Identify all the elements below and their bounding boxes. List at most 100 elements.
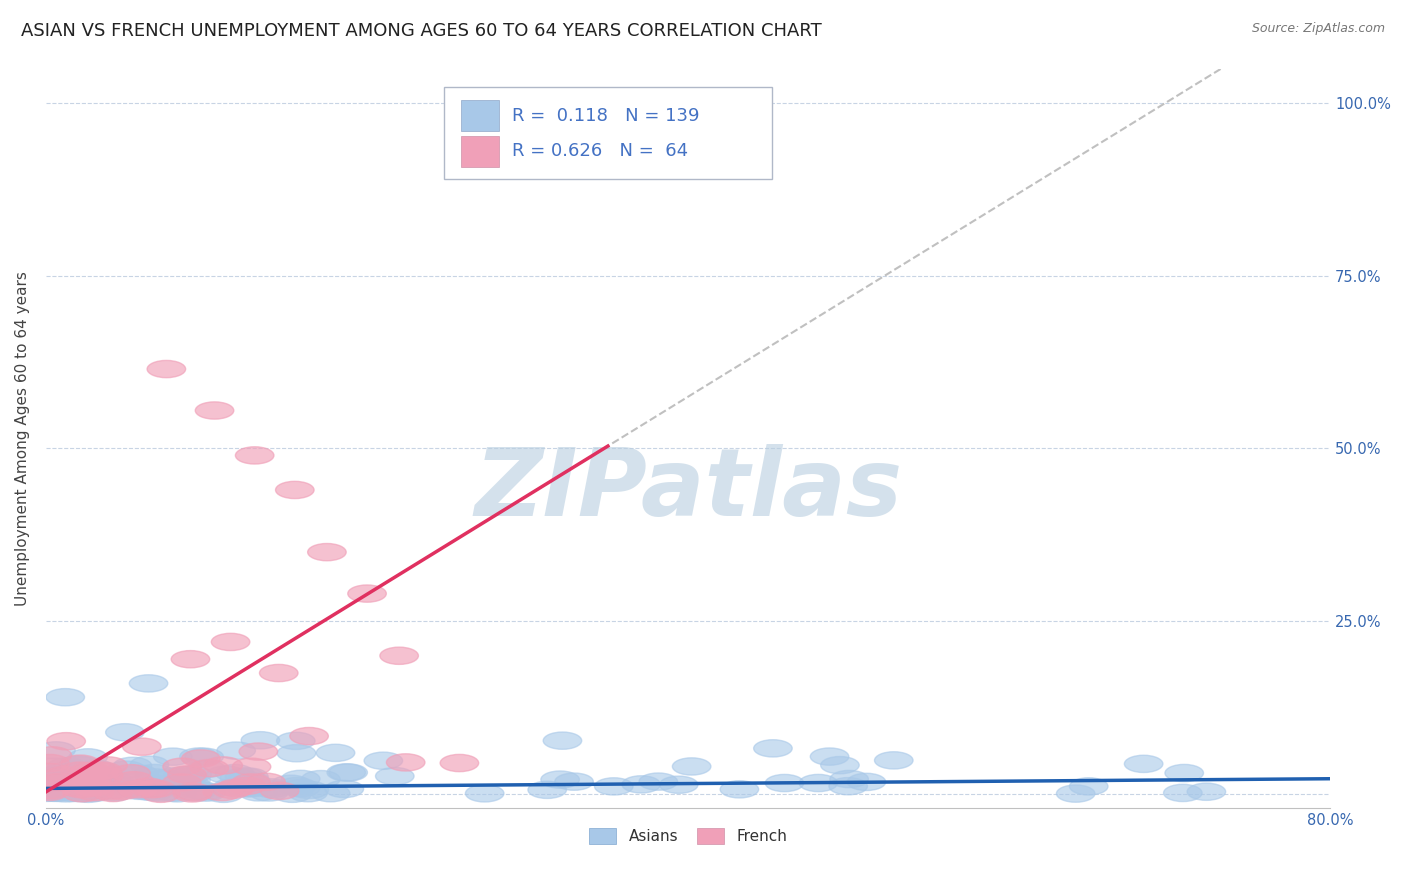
Ellipse shape bbox=[172, 650, 209, 668]
Ellipse shape bbox=[765, 774, 804, 792]
Text: R = 0.626   N =  64: R = 0.626 N = 64 bbox=[512, 143, 689, 161]
Ellipse shape bbox=[53, 784, 93, 802]
Ellipse shape bbox=[105, 723, 145, 741]
Ellipse shape bbox=[246, 773, 285, 790]
Ellipse shape bbox=[380, 647, 419, 665]
Ellipse shape bbox=[128, 783, 167, 800]
Ellipse shape bbox=[228, 777, 266, 795]
Ellipse shape bbox=[250, 784, 288, 801]
Ellipse shape bbox=[239, 743, 277, 760]
Ellipse shape bbox=[810, 747, 849, 765]
Ellipse shape bbox=[328, 764, 366, 781]
Ellipse shape bbox=[169, 768, 207, 785]
Ellipse shape bbox=[75, 784, 114, 802]
Text: R =  0.118   N = 139: R = 0.118 N = 139 bbox=[512, 107, 700, 125]
Ellipse shape bbox=[91, 782, 131, 799]
Ellipse shape bbox=[136, 780, 176, 797]
Ellipse shape bbox=[65, 778, 103, 796]
Ellipse shape bbox=[120, 782, 157, 799]
Ellipse shape bbox=[84, 767, 124, 784]
Ellipse shape bbox=[82, 772, 120, 789]
Ellipse shape bbox=[232, 772, 270, 789]
Ellipse shape bbox=[217, 780, 254, 797]
Ellipse shape bbox=[181, 750, 221, 767]
FancyBboxPatch shape bbox=[461, 100, 499, 131]
Ellipse shape bbox=[31, 781, 69, 799]
Ellipse shape bbox=[142, 785, 180, 803]
Ellipse shape bbox=[76, 783, 114, 801]
Ellipse shape bbox=[55, 780, 94, 797]
Ellipse shape bbox=[96, 773, 135, 790]
Ellipse shape bbox=[163, 773, 201, 791]
Ellipse shape bbox=[195, 402, 233, 419]
Y-axis label: Unemployment Among Ages 60 to 64 years: Unemployment Among Ages 60 to 64 years bbox=[15, 270, 30, 606]
Ellipse shape bbox=[173, 785, 211, 802]
Ellipse shape bbox=[46, 785, 84, 802]
Ellipse shape bbox=[96, 775, 134, 793]
Ellipse shape bbox=[187, 784, 225, 801]
Ellipse shape bbox=[35, 781, 73, 798]
Ellipse shape bbox=[146, 770, 186, 788]
Ellipse shape bbox=[277, 745, 316, 762]
Ellipse shape bbox=[308, 543, 346, 561]
Ellipse shape bbox=[180, 781, 218, 798]
Ellipse shape bbox=[260, 782, 299, 799]
Ellipse shape bbox=[281, 771, 321, 788]
Ellipse shape bbox=[128, 773, 166, 790]
Ellipse shape bbox=[73, 772, 111, 790]
Ellipse shape bbox=[38, 784, 76, 802]
Ellipse shape bbox=[129, 780, 167, 797]
Ellipse shape bbox=[136, 780, 176, 797]
Ellipse shape bbox=[142, 784, 180, 802]
Ellipse shape bbox=[83, 762, 121, 780]
Ellipse shape bbox=[172, 772, 211, 789]
Ellipse shape bbox=[212, 781, 252, 798]
Ellipse shape bbox=[215, 764, 254, 781]
Ellipse shape bbox=[672, 758, 711, 775]
Ellipse shape bbox=[155, 768, 193, 785]
Ellipse shape bbox=[77, 760, 115, 777]
Ellipse shape bbox=[316, 744, 354, 762]
Ellipse shape bbox=[60, 762, 100, 780]
Ellipse shape bbox=[128, 778, 167, 796]
Ellipse shape bbox=[875, 752, 912, 769]
Ellipse shape bbox=[325, 780, 364, 797]
Ellipse shape bbox=[134, 783, 173, 801]
Ellipse shape bbox=[799, 774, 838, 792]
Ellipse shape bbox=[260, 665, 298, 681]
Ellipse shape bbox=[52, 768, 90, 785]
Ellipse shape bbox=[830, 771, 869, 788]
Ellipse shape bbox=[186, 748, 224, 765]
Ellipse shape bbox=[221, 769, 259, 787]
Ellipse shape bbox=[240, 731, 280, 749]
Ellipse shape bbox=[277, 778, 316, 795]
FancyBboxPatch shape bbox=[444, 87, 772, 179]
Ellipse shape bbox=[148, 360, 186, 377]
Ellipse shape bbox=[35, 758, 73, 775]
Ellipse shape bbox=[555, 773, 593, 790]
Ellipse shape bbox=[77, 774, 117, 792]
Ellipse shape bbox=[35, 780, 73, 797]
Ellipse shape bbox=[37, 766, 75, 784]
Ellipse shape bbox=[543, 732, 582, 749]
Ellipse shape bbox=[83, 773, 122, 790]
Ellipse shape bbox=[49, 772, 89, 790]
Ellipse shape bbox=[1125, 756, 1163, 772]
Ellipse shape bbox=[273, 785, 312, 803]
Ellipse shape bbox=[46, 689, 84, 706]
Ellipse shape bbox=[53, 777, 91, 794]
Ellipse shape bbox=[235, 447, 274, 464]
Ellipse shape bbox=[134, 780, 172, 797]
Ellipse shape bbox=[440, 755, 478, 772]
Ellipse shape bbox=[621, 776, 661, 793]
Ellipse shape bbox=[60, 756, 100, 773]
Ellipse shape bbox=[38, 780, 77, 797]
Ellipse shape bbox=[239, 784, 277, 801]
FancyBboxPatch shape bbox=[461, 136, 499, 167]
Ellipse shape bbox=[595, 778, 633, 795]
Ellipse shape bbox=[122, 738, 162, 756]
Ellipse shape bbox=[69, 785, 107, 803]
Legend: Asians, French: Asians, French bbox=[589, 829, 787, 845]
Ellipse shape bbox=[387, 754, 425, 771]
Ellipse shape bbox=[214, 779, 252, 796]
